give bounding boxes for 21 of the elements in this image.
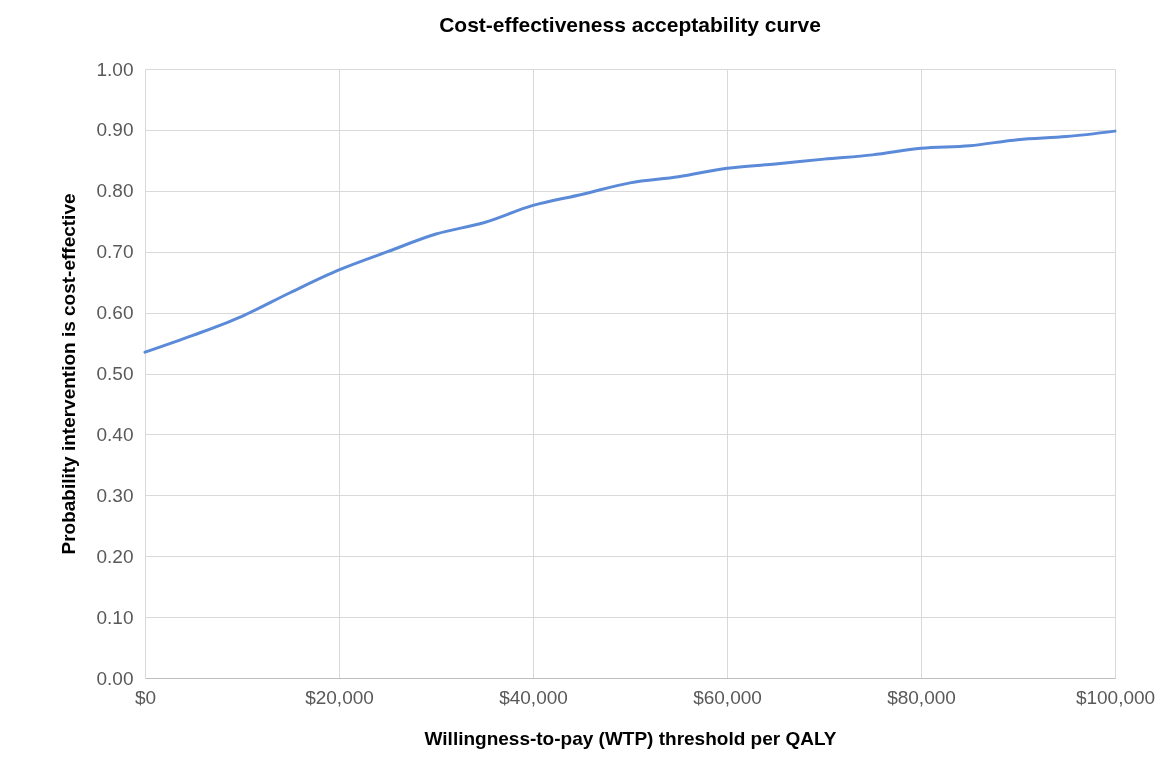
y-tick-label: 0.90 [96, 119, 134, 141]
y-tick-label: 0.40 [96, 423, 134, 445]
x-tick-label: $0 [134, 686, 157, 708]
x-tick-label: $80,000 [887, 686, 956, 708]
y-axis-title: Probability intervention is cost-effective [57, 193, 79, 555]
x-tick-label: $40,000 [499, 686, 568, 708]
y-tick-label: 0.30 [96, 484, 134, 506]
y-tick-label: 0.60 [96, 302, 134, 324]
y-tick-label: 0.70 [96, 241, 134, 263]
y-tick-label: 0.00 [96, 667, 134, 689]
line-series [143, 129, 1117, 354]
x-axis-title: Willingness-to-pay (WTP) threshold per QALY [424, 727, 837, 749]
y-tick-label: 0.80 [96, 180, 134, 202]
y-tick-label: 1.00 [96, 58, 134, 80]
y-tick-label: 0.10 [96, 606, 134, 628]
chart-title: Cost-effectiveness acceptability curve [439, 13, 821, 36]
y-tick-label: 0.50 [96, 363, 134, 384]
x-tick-label: $100,000 [1075, 686, 1156, 708]
y-tick-label: 0.20 [96, 545, 134, 567]
x-tick-label: $60,000 [693, 686, 762, 708]
x-tick-label: $20,000 [305, 686, 374, 708]
